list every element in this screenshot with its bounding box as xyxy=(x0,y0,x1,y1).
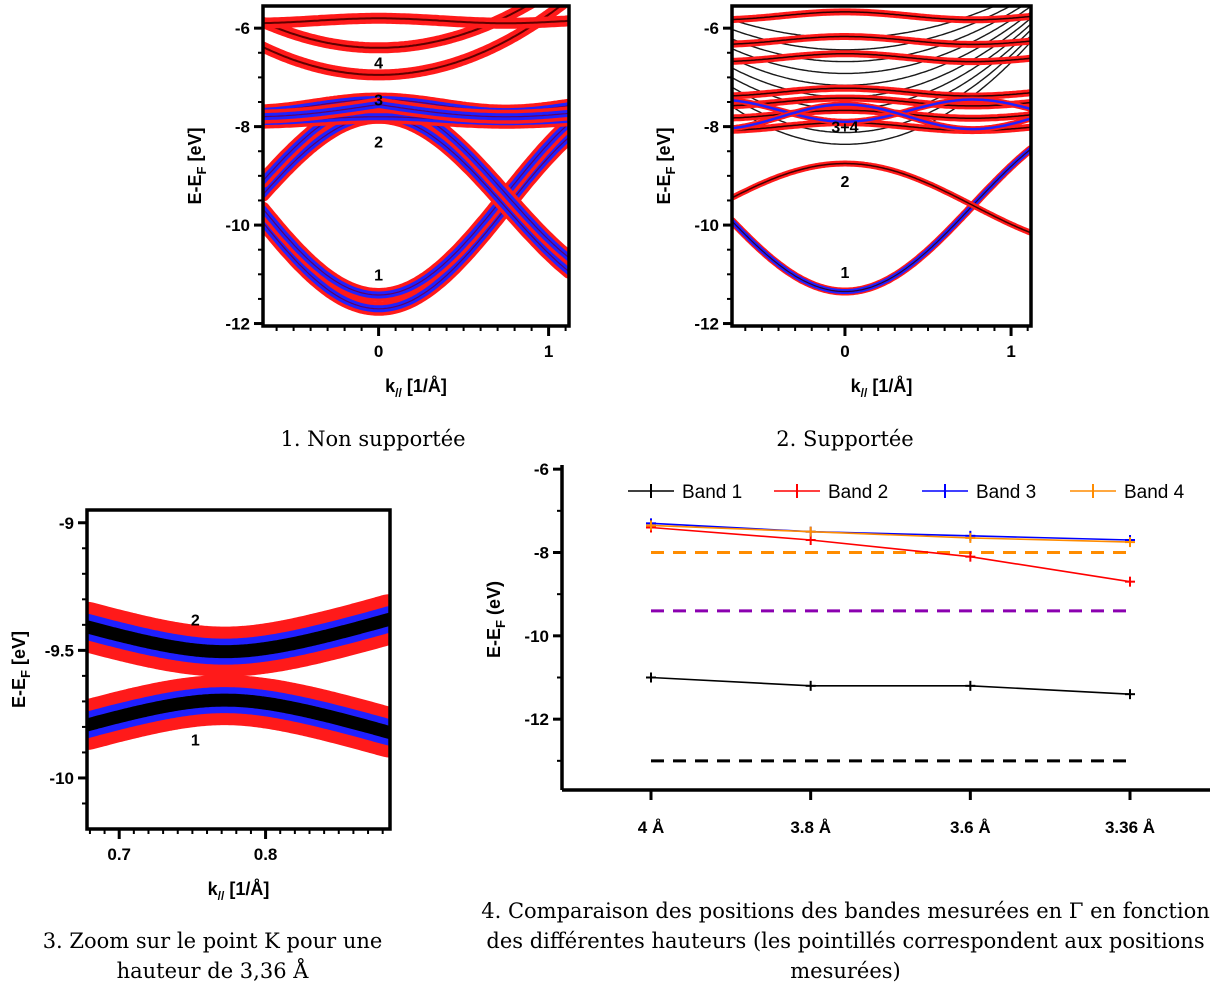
p4-series-line-4 xyxy=(650,524,1131,543)
p1-xtick-label: 0 xyxy=(374,342,383,361)
p4-xtick-label: 4 Å xyxy=(638,818,664,837)
p3-ylabel: E-EF [eV] xyxy=(9,631,33,708)
p4-point-1 xyxy=(646,672,656,683)
p4-point-1 xyxy=(805,680,816,691)
p3-ytick-label: -9.5 xyxy=(45,641,74,660)
p1-ytick-label: -10 xyxy=(225,216,250,235)
p2-band-label: 2 xyxy=(841,174,850,191)
p1-band-4-0-core1 xyxy=(263,6,529,49)
p2-band-flat-4-core1 xyxy=(732,97,1031,107)
p1-band-label: 1 xyxy=(374,267,383,284)
p2-band-flat-0-core1 xyxy=(732,11,1031,21)
p4-ytick-label: -8 xyxy=(534,544,549,563)
p1-band-4-1-core1 xyxy=(263,6,563,76)
p4-point-2 xyxy=(1125,576,1135,587)
caption-panel-3: 3. Zoom sur le point K pour une hauteur … xyxy=(42,929,383,983)
p2-xtick-label: 1 xyxy=(1006,342,1015,361)
p2-band-flat-3-core1 xyxy=(732,87,1031,97)
p2-bands xyxy=(732,6,1031,296)
p2-band-thin-9-halo xyxy=(732,40,1031,145)
p3-xlabel: k// [1/Å] xyxy=(208,879,270,903)
p4-ytick-label: -12 xyxy=(524,710,549,729)
p4-point-4 xyxy=(805,526,816,537)
p2-band-label: 3+4 xyxy=(831,120,858,137)
p1-bands xyxy=(263,6,569,316)
p4-xtick-label: 3.36 Å xyxy=(1105,818,1155,837)
p1-band-3-2-core2 xyxy=(263,104,569,118)
p4-ytick-label: -10 xyxy=(524,627,549,646)
caption-panel-4: 4. Comparaison des positions des bandes … xyxy=(481,899,1210,983)
p4-point-2 xyxy=(965,551,976,562)
p4-legend-label: Band 4 xyxy=(1124,482,1185,503)
p2-frame xyxy=(730,4,1033,328)
p3-xtick-label: 0.8 xyxy=(254,845,278,864)
p2-band-thin-3-halo xyxy=(732,6,1031,75)
p2-band-thin-5-halo xyxy=(732,17,1031,98)
p1-band-label: 2 xyxy=(374,134,383,151)
p2-band-cross-2-core1 xyxy=(732,103,1031,131)
p4-point-4 xyxy=(1125,537,1135,548)
p1-ylabel: E-EF [eV] xyxy=(185,128,209,205)
p4-legend-label: Band 2 xyxy=(828,482,888,503)
p2-ytick-label: -6 xyxy=(704,19,719,38)
p3-band-1-core2 xyxy=(87,693,390,740)
p4-ylabel: E-EF (eV) xyxy=(484,581,508,658)
p1-xtick-label: 1 xyxy=(544,342,553,361)
p3-ytick-label: -10 xyxy=(49,769,74,788)
p1-xlabel: k// [1/Å] xyxy=(385,376,447,400)
p2-band-2-halo xyxy=(732,160,1031,236)
p2-band-2-core1 xyxy=(732,162,1031,234)
caption-panel-2: 2. Supportée xyxy=(776,427,914,451)
p3-xtick-label: 0.7 xyxy=(107,845,131,864)
p4-legend-label: Band 3 xyxy=(976,482,1036,503)
p2-xlabel: k// [1/Å] xyxy=(851,376,913,400)
p2-band-flat-1-core1 xyxy=(732,35,1031,46)
p2-band-label: 1 xyxy=(841,265,850,282)
p3-frame xyxy=(85,508,392,831)
p4-ytick-label: -6 xyxy=(534,460,549,479)
p1-band-4-2-core1 xyxy=(263,17,569,25)
p2-band-cross-1-core1 xyxy=(732,98,1031,123)
p1-ytick-label: -8 xyxy=(235,118,250,137)
p4-xtick-label: 3.6 Å xyxy=(950,818,991,837)
p3-band-2-core2 xyxy=(87,612,390,659)
p1-band-low-0-core2 xyxy=(263,136,569,310)
p2-ytick-label: -8 xyxy=(704,118,719,137)
p2-ylabel: E-EF [eV] xyxy=(654,128,678,205)
p3-band-label: 2 xyxy=(191,613,200,630)
caption-panel-1: 1. Non supportée xyxy=(280,427,466,451)
p3-bands xyxy=(87,594,390,758)
p4-series-line-2 xyxy=(650,526,1131,583)
p2-band-flat-2-core1 xyxy=(732,53,1031,63)
p4-point-4 xyxy=(646,520,656,531)
p2-band-thin-8-halo xyxy=(732,35,1031,134)
p1-band-low-1-core2 xyxy=(263,122,569,296)
p1-band-label: 4 xyxy=(374,56,383,73)
p2-xtick-label: 0 xyxy=(840,342,849,361)
p4-point-1 xyxy=(965,680,976,691)
p4-legend-label: Band 1 xyxy=(682,482,742,503)
p1-band-label: 3 xyxy=(374,93,383,110)
p2-ytick-label: -10 xyxy=(694,216,719,235)
p4-series-line-1 xyxy=(650,676,1131,695)
p2-band-1-core2 xyxy=(732,148,1031,293)
p3-ytick-label: -9 xyxy=(59,514,74,533)
p2-ytick-label: -12 xyxy=(694,315,719,334)
p1-frame xyxy=(261,4,571,328)
p3-band-label: 1 xyxy=(191,733,200,750)
p4-series-line-3 xyxy=(650,522,1131,541)
p1-ytick-label: -12 xyxy=(225,315,250,334)
p4-point-1 xyxy=(1125,689,1135,700)
p1-band-low-2-core2 xyxy=(263,116,569,273)
p4-xtick-label: 3.8 Å xyxy=(790,818,831,837)
p1-ytick-label: -6 xyxy=(235,19,250,38)
p4-point-4 xyxy=(965,532,976,543)
